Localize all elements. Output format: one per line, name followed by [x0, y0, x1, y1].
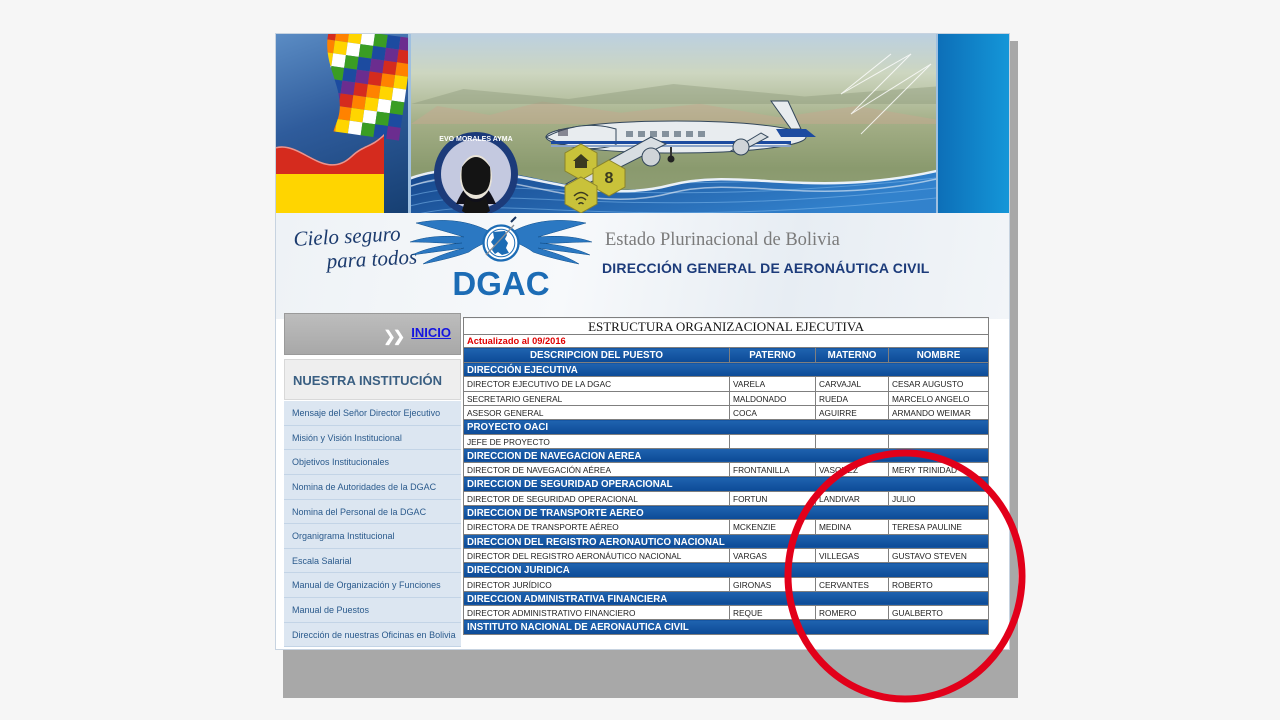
svg-text:DGAC: DGAC: [452, 265, 549, 302]
svg-text:8: 8: [605, 170, 614, 187]
svg-text:EVO MORALES AYMA: EVO MORALES AYMA: [439, 136, 512, 143]
